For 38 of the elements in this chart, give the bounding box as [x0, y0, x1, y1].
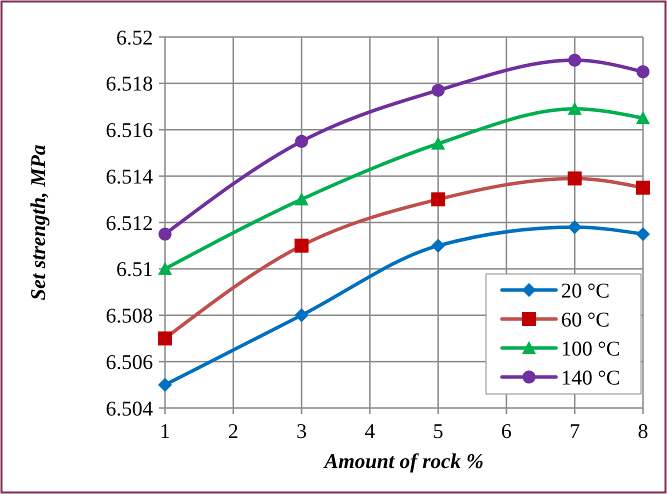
point [294, 192, 309, 206]
legend-label: 60 °C [561, 307, 610, 332]
y-tick-label: 6.508 [106, 304, 153, 328]
x-tick-label: 5 [432, 419, 444, 443]
y-tick-label: 6.51 [116, 257, 153, 282]
y-tick-label: 6.512 [106, 210, 153, 235]
point [636, 111, 650, 124]
y-tick-label: 6.506 [106, 350, 153, 374]
x-tick-label: 4 [364, 419, 376, 443]
point [636, 227, 650, 242]
y-tick-label: 6.518 [106, 72, 153, 96]
x-axis-title: Amount of rock % [322, 449, 484, 473]
x-tick-label: 6 [501, 419, 512, 443]
point [158, 378, 172, 392]
point [636, 65, 650, 78]
x-tick-label: 7 [569, 419, 580, 443]
legend-label: 20 °C [561, 278, 610, 302]
point [568, 54, 582, 67]
point [431, 136, 446, 150]
point [294, 308, 309, 322]
point [568, 220, 582, 234]
point [568, 102, 582, 115]
x-tick-label: 1 [160, 419, 170, 443]
point [431, 238, 446, 253]
x-tick-label: 8 [638, 419, 648, 443]
y-tick-label: 6.504 [106, 396, 154, 420]
point [295, 134, 308, 148]
x-tick-label: 2 [228, 419, 239, 443]
point [432, 84, 445, 97]
y-axis-title: Set strength, MPa [26, 144, 50, 300]
y-tick-label: 6.52 [116, 25, 153, 50]
legend-label: 140 °C [561, 365, 620, 390]
point [158, 228, 172, 241]
y-tick-label: 6.514 [106, 164, 154, 188]
point [158, 262, 172, 275]
x-tick-label: 3 [296, 419, 307, 443]
y-tick-label: 6.516 [106, 118, 153, 142]
legend-label: 100 °C [561, 336, 620, 360]
